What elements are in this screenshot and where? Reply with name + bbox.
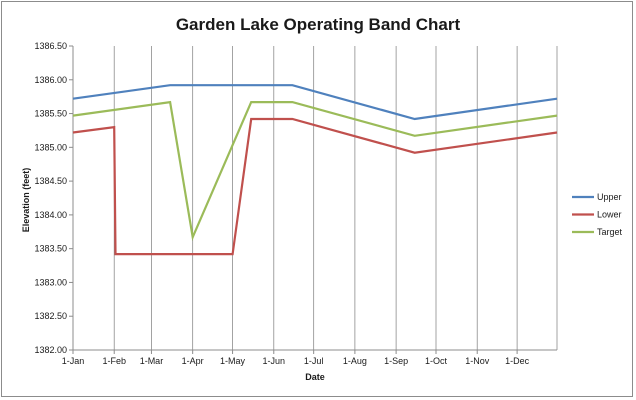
series-line-target	[72, 100, 558, 242]
x-tick-label: 1-Jun	[263, 356, 286, 366]
x-tick-label: 1-May	[220, 356, 246, 366]
x-tick-label: 1-Aug	[343, 356, 367, 366]
y-tick-label: 1386.00	[34, 75, 67, 85]
legend-label-target: Target	[597, 227, 623, 237]
y-tick-label: 1385.00	[34, 142, 67, 152]
x-tick-label: 1-Nov	[465, 356, 490, 366]
y-tick-label: 1382.00	[34, 345, 67, 355]
x-tick-label: 1-Jan	[62, 356, 85, 366]
x-tick-label: 1-Mar	[140, 356, 164, 366]
y-tick-label: 1383.00	[34, 277, 67, 287]
series-line-lower	[72, 117, 558, 256]
x-tick-label: 1-Apr	[182, 356, 204, 366]
y-tick-label: 1383.50	[34, 244, 67, 254]
x-tick-label: 1-Jul	[304, 356, 324, 366]
chart-title: Garden Lake Operating Band Chart	[176, 15, 461, 34]
x-axis-title: Date	[305, 372, 325, 382]
x-tick-label: 1-Oct	[425, 356, 448, 366]
series-line-upper	[72, 84, 558, 121]
y-tick-label: 1386.50	[34, 41, 67, 51]
legend-label-upper: Upper	[597, 192, 622, 202]
y-axis-title: Elevation (feet)	[21, 168, 31, 233]
plot-layer: 1-Jan 1-Feb 1-Mar 1-Apr 1-May 1-Jun 1-Jul 1-Aug…	[34, 41, 622, 366]
x-tick-label: 1-Feb	[102, 356, 126, 366]
legend-label-lower: Lower	[597, 210, 622, 220]
x-tick-label: 1-Dec	[505, 356, 530, 366]
y-tick-label: 1384.50	[34, 176, 67, 186]
y-tick-label: 1382.50	[34, 311, 67, 321]
y-tick-label: 1385.50	[34, 109, 67, 119]
x-tick-label: 1-Sep	[384, 356, 408, 366]
y-tick-label: 1384.00	[34, 210, 67, 220]
